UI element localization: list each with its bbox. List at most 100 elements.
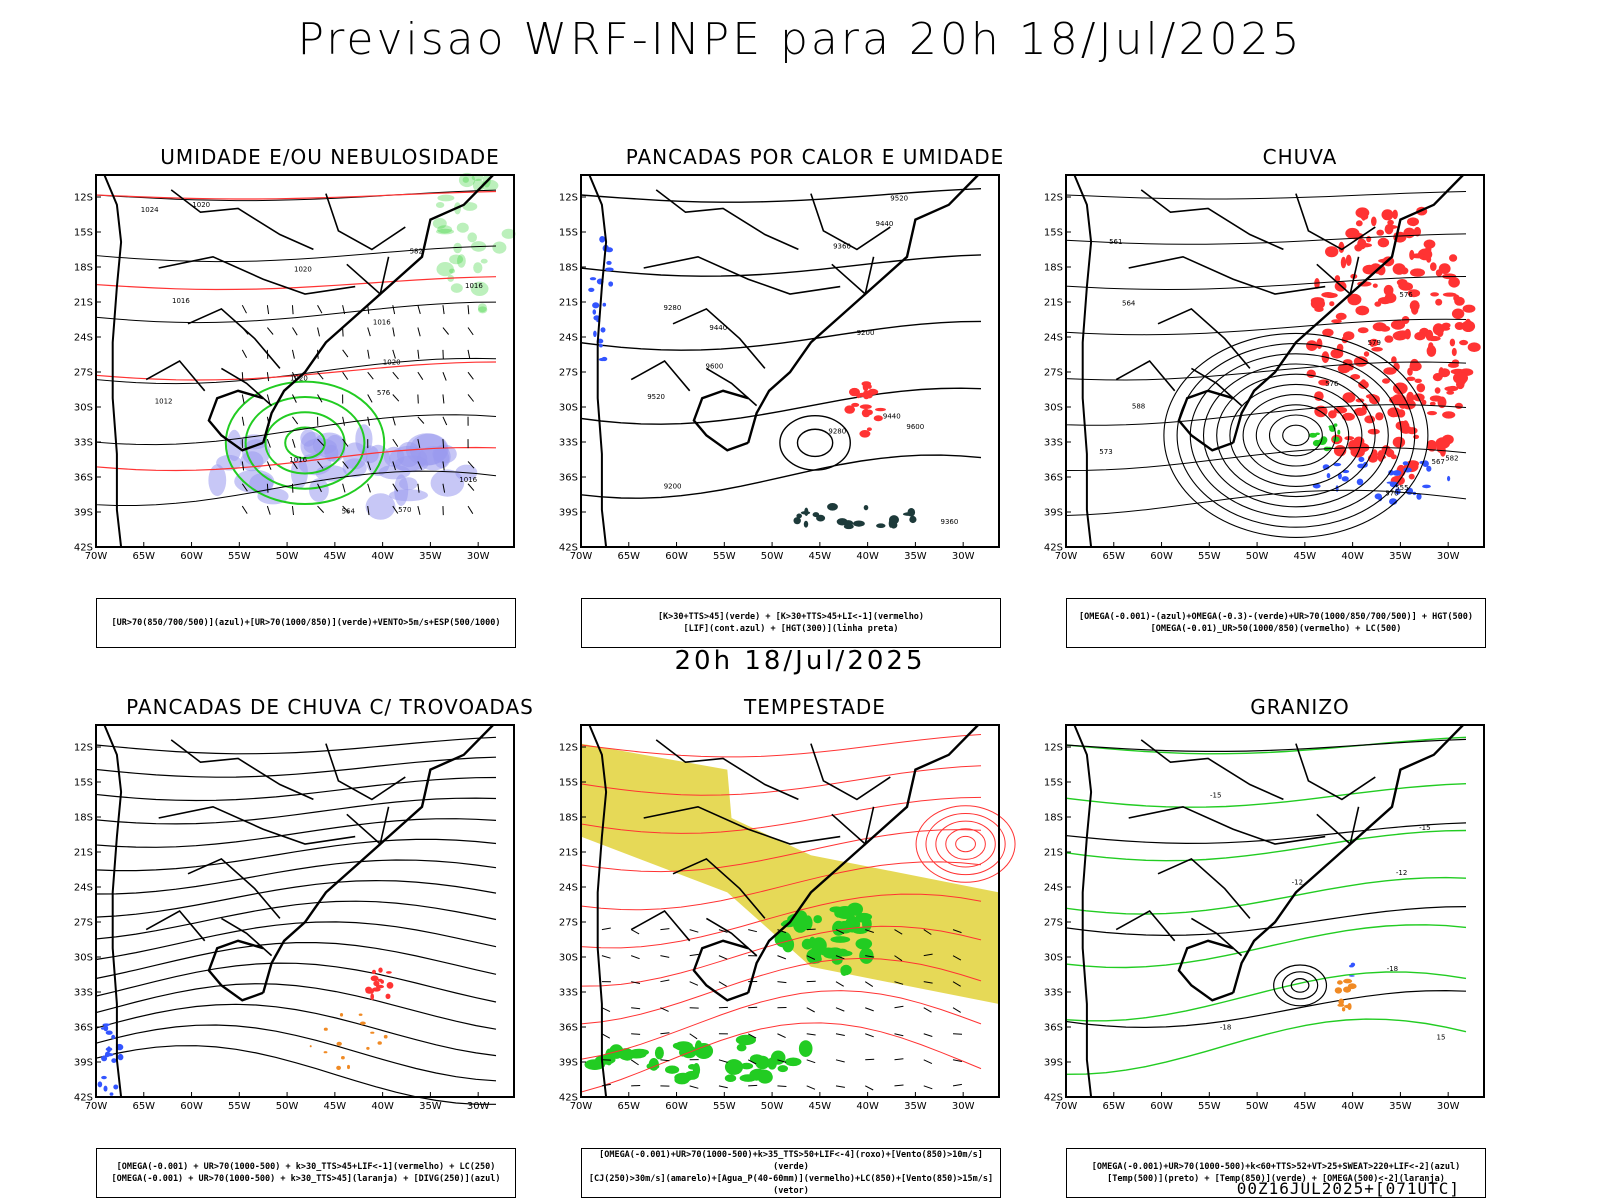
contour-label: 9600: [906, 423, 924, 431]
wind-vector: [923, 1085, 933, 1090]
rain-area: [1459, 339, 1469, 346]
divergence-area: [101, 1055, 108, 1062]
wind-vector: [266, 327, 274, 335]
lon-tick-label: 55W: [228, 551, 251, 562]
temp850-contour: [1065, 924, 1467, 969]
lat-tick-label: 39S: [1044, 508, 1063, 519]
rain-area: [1371, 347, 1383, 352]
humidity-lower-area: [436, 262, 454, 277]
lat-tick-label: 21S: [559, 298, 578, 309]
country-border: [346, 806, 390, 846]
legend-line: [Temp(500)](preto) + [Temp(850)](verde) …: [1107, 1174, 1445, 1184]
thickness-contour: [95, 361, 497, 381]
rain-area: [1410, 221, 1417, 227]
lon-tick-label: 70W: [570, 551, 593, 562]
omega-area: [1341, 476, 1349, 482]
streamline: [95, 736, 497, 755]
rain-area: [1355, 220, 1363, 227]
streamline-850: [580, 957, 982, 1025]
wind850-area: [823, 950, 843, 959]
divergence-area: [100, 1027, 105, 1030]
rain-area: [1385, 225, 1398, 229]
lat-tick-label: 42S: [1044, 1093, 1063, 1104]
cyclone-streamline: [915, 805, 1016, 883]
divergence-area: [103, 1085, 108, 1092]
wind-vector: [392, 416, 396, 426]
thunderstorm-area: [365, 989, 374, 994]
rain-area: [1363, 351, 1370, 357]
humidity-upper-area: [208, 464, 227, 497]
wind-vector: [342, 483, 346, 493]
wind-vector: [689, 1033, 698, 1040]
convective-area: [370, 1031, 375, 1034]
wind-vector: [367, 327, 371, 337]
strong-ascent-area: [1313, 442, 1319, 446]
rain-area: [1442, 292, 1457, 297]
rain-area: [1435, 269, 1443, 277]
legend-line: [UR>70(850/700/500)](azul)+[UR>70(1000/8…: [111, 618, 501, 628]
lat-tick-label: 21S: [74, 848, 93, 859]
lat-tick-label: 30S: [74, 953, 93, 964]
divergence-area: [102, 1023, 110, 1027]
unstable-area: [867, 388, 879, 395]
wind-vector: [630, 1059, 639, 1066]
streamline: [95, 983, 497, 1030]
convective-area: [339, 1013, 344, 1017]
rain-area: [1322, 328, 1334, 337]
lat-tick-label: 27S: [1044, 368, 1063, 379]
wind-vector: [718, 1085, 728, 1089]
rain-area: [1416, 383, 1426, 393]
marine-area: [812, 512, 820, 518]
wind-vector: [660, 1059, 670, 1062]
contour-label: 9200: [857, 329, 875, 337]
rain-area: [1451, 308, 1465, 320]
wind-vector: [291, 349, 295, 359]
humidity-lower-area: [435, 202, 445, 208]
country-border: [187, 307, 281, 369]
rain-area: [1387, 219, 1394, 226]
lon-tick-label: 60W: [665, 551, 688, 562]
map-frame: [95, 174, 515, 548]
wind-vector: [317, 371, 324, 380]
lat-tick-label: 36S: [1044, 473, 1063, 484]
lat-tick-label: 24S: [1044, 883, 1063, 894]
contour-label: 9440: [883, 413, 901, 421]
lat-tick-label: 15S: [74, 778, 93, 789]
lon-tick-label: 65W: [132, 1101, 155, 1112]
convective-area: [347, 1064, 350, 1070]
cyclone-streamline: [955, 835, 976, 853]
lat-tick-label: 36S: [74, 473, 93, 484]
lat-tick-label: 36S: [559, 473, 578, 484]
unstable-area: [861, 408, 871, 418]
rain-area: [1325, 246, 1339, 258]
wind-vector: [952, 1083, 962, 1087]
country-border: [672, 857, 766, 919]
wind850-area: [840, 966, 848, 976]
lon-tick-label: 65W: [617, 551, 640, 562]
rain-area: [1430, 262, 1437, 271]
rain-area: [1390, 454, 1397, 460]
wind-vector: [923, 1059, 933, 1065]
map-base: 9600 9600 9520 9520 9440 9440 9440 9360 9360 9280…: [580, 174, 999, 548]
wind850-area: [813, 915, 822, 924]
wind-vector: [417, 505, 421, 515]
rain-area: [1408, 473, 1415, 480]
humidity-low-contour: [244, 395, 366, 490]
streamline: [95, 921, 497, 961]
omega-area: [1422, 484, 1431, 489]
thunderstorm-area: [376, 984, 384, 989]
humidity-lower-area: [501, 228, 516, 239]
panel-tempestade: TEMPESTADE 12S 15S 18S 21S 24S 27S 30S 33S 36S 39…: [559, 695, 1065, 1198]
legend-chuva: [OMEGA(-0.001)-(azul)+OMEGA(-0.3)-(verde…: [1066, 598, 1486, 648]
lat-tick-label: 18S: [74, 263, 93, 274]
humidity-lower-area: [471, 174, 484, 181]
wind-vector: [367, 483, 371, 493]
cyclone-streamline: [935, 820, 996, 868]
rain-area: [1448, 277, 1460, 288]
lon-tick-label: 70W: [85, 551, 108, 562]
lon-tick-label: 30W: [467, 1101, 490, 1112]
wind-vector: [864, 981, 874, 988]
legend-line: [OMEGA(-0.001)+UR>70(1000-500)+k<60+TTS>…: [1091, 1162, 1461, 1172]
contour-label: 573: [1099, 448, 1112, 456]
wind-vector: [266, 372, 270, 382]
